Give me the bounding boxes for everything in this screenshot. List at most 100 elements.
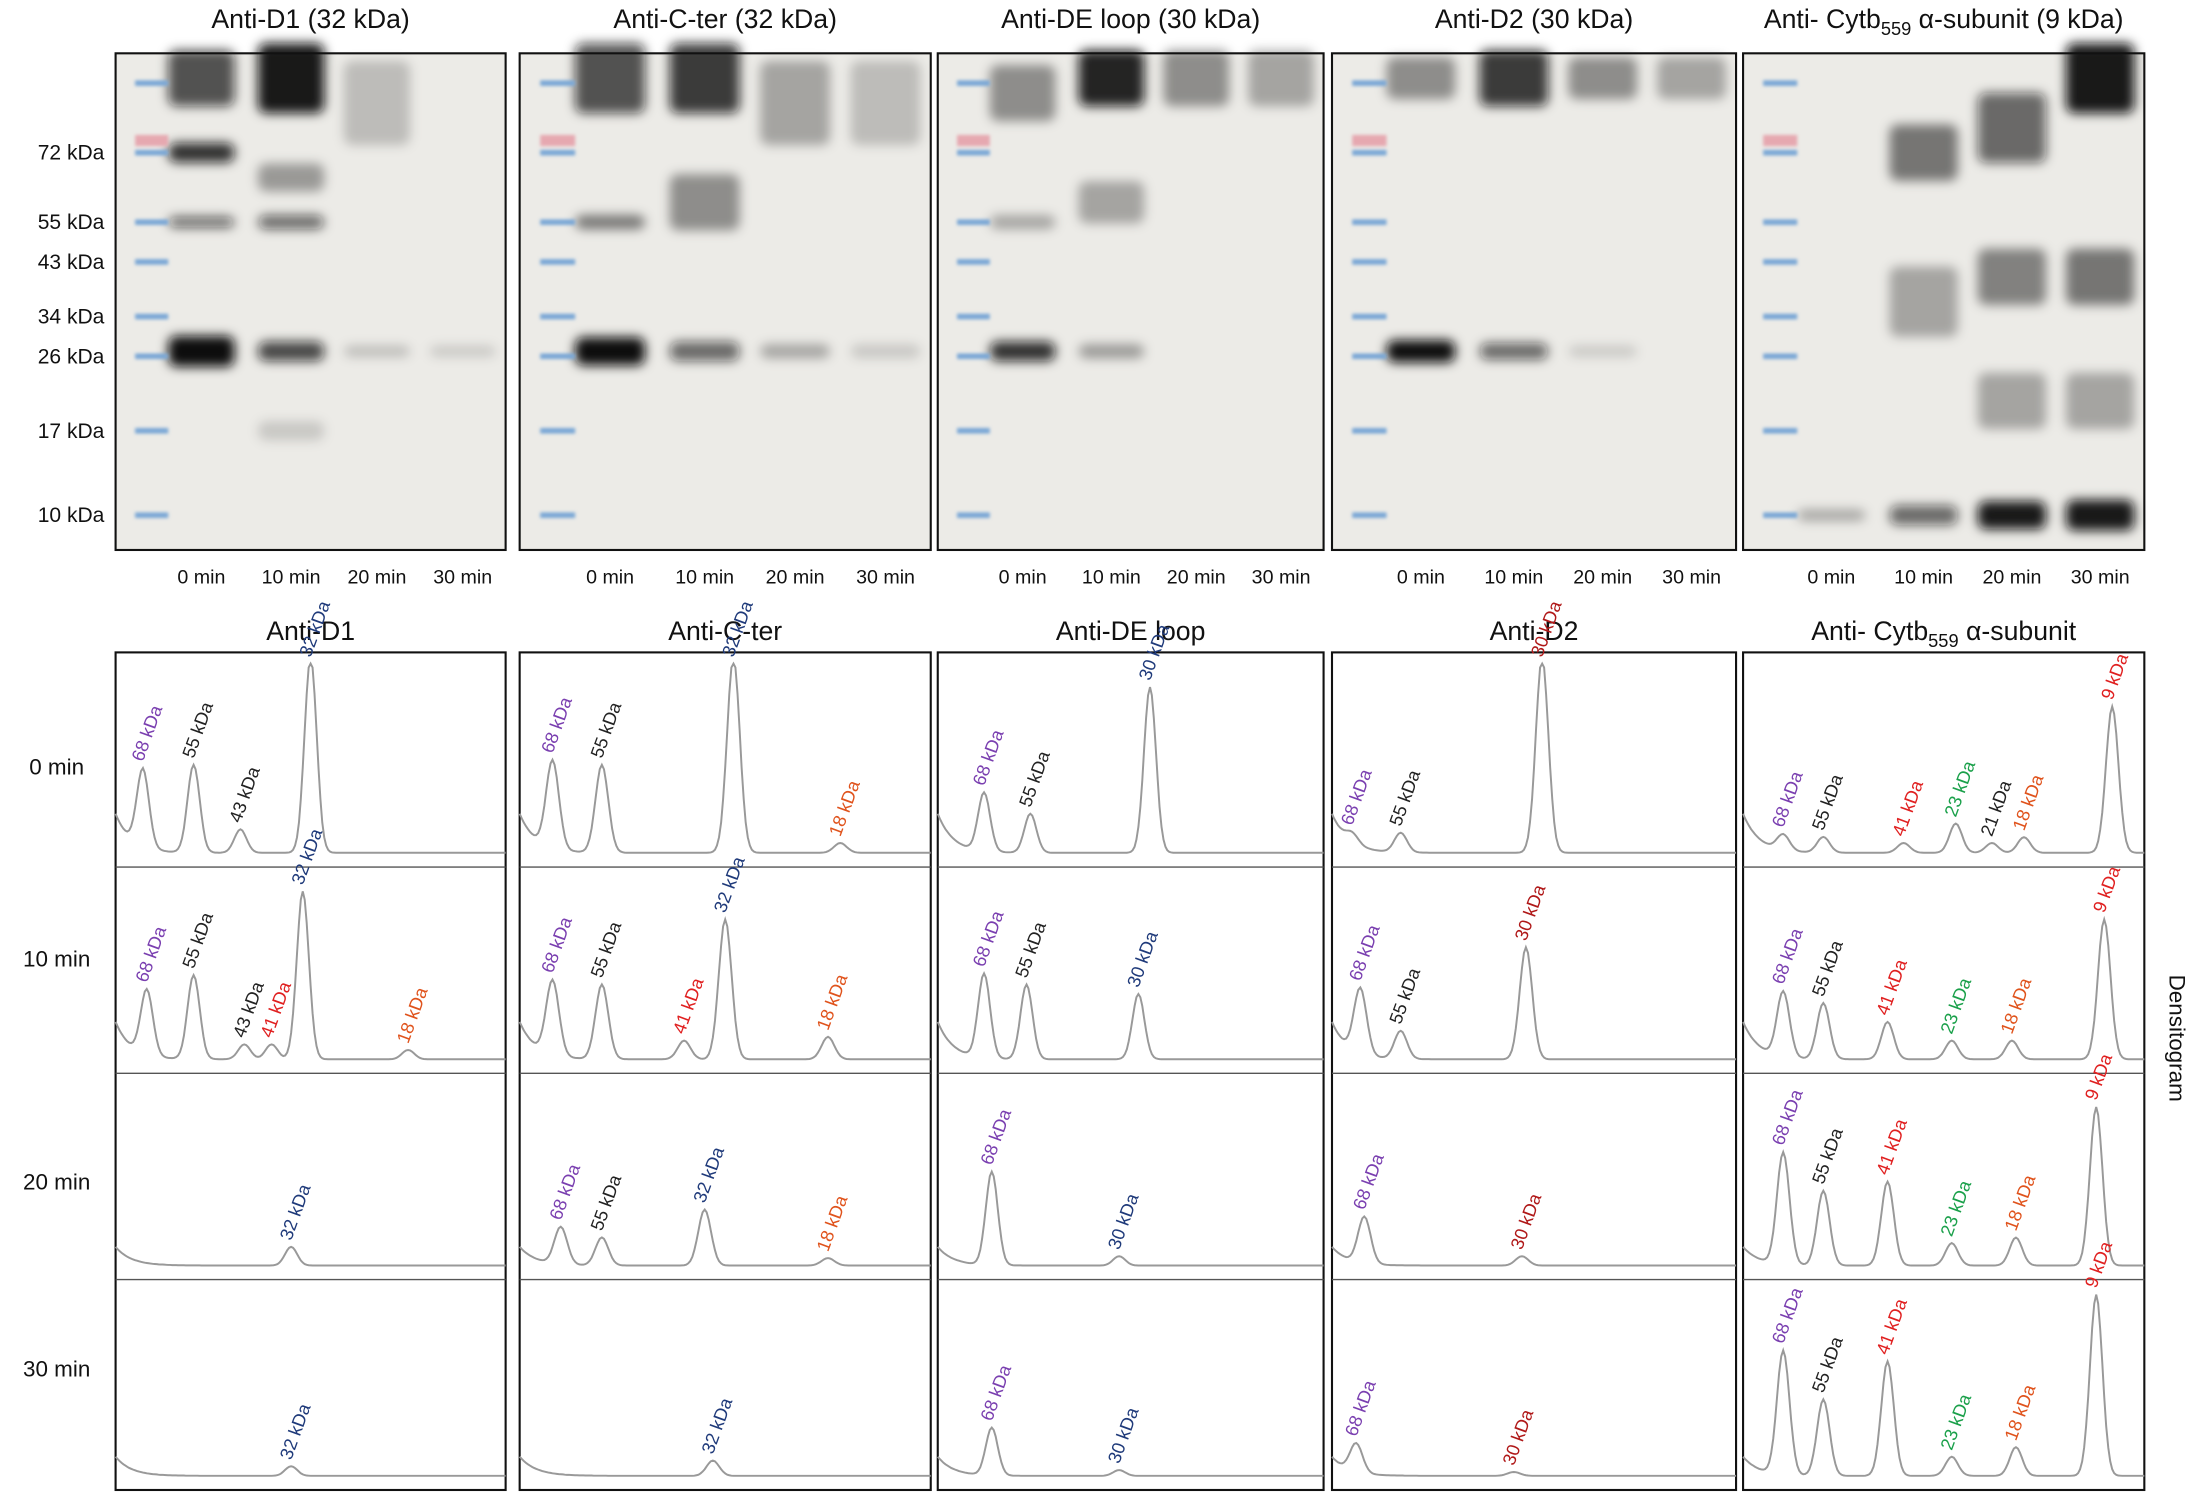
blot-frame xyxy=(1742,52,2146,552)
ladder-band xyxy=(540,313,576,320)
ladder-band xyxy=(1763,353,1798,360)
blot-band xyxy=(575,337,646,366)
marker-label: 34 kDa xyxy=(38,306,105,329)
blot-band xyxy=(343,60,411,146)
blot-band xyxy=(989,341,1056,362)
ladder xyxy=(1763,80,1798,519)
title-part: Anti- Cytb xyxy=(1811,616,1928,646)
blot-band xyxy=(1479,342,1549,360)
row-label: 20 min xyxy=(23,1170,90,1195)
ladder-band xyxy=(1763,134,1798,147)
ladder-band xyxy=(540,80,576,86)
densitogram-trace xyxy=(937,1425,1324,1477)
ladder-band xyxy=(135,353,169,360)
densitogram-trace xyxy=(1742,1106,2145,1267)
blot-band xyxy=(850,60,921,146)
ladder-band xyxy=(135,313,169,320)
ladder-band xyxy=(540,219,576,225)
blot-band xyxy=(1078,50,1145,107)
marker-label: 43 kDa xyxy=(38,251,105,274)
lane-label: 30 min xyxy=(856,567,915,589)
blot-background xyxy=(1331,53,1737,550)
blot-band xyxy=(257,43,325,114)
lane-label: 0 min xyxy=(177,567,225,589)
ladder xyxy=(540,80,576,519)
ladder-band xyxy=(135,219,169,225)
lane-label: 30 min xyxy=(1252,567,1311,589)
densitogram-trace xyxy=(114,661,506,854)
title-subscript: 559 xyxy=(1928,630,1958,651)
blot-band xyxy=(168,335,235,367)
lane-label: 30 min xyxy=(433,567,492,589)
lane-label: 10 min xyxy=(1082,567,1141,589)
blot-bands xyxy=(1386,50,1726,363)
blot-band xyxy=(1078,181,1145,224)
densitogram-trace xyxy=(114,1456,506,1477)
lane-label: 30 min xyxy=(1662,567,1721,589)
panel-title: Anti-DE loop (30 kDa) xyxy=(1001,4,1260,34)
blot-band xyxy=(257,215,325,230)
panel-title: Anti-DE loop xyxy=(1056,616,1206,646)
densitogram-trace xyxy=(1742,1294,2145,1477)
blot-band xyxy=(1386,340,1456,363)
blot-band xyxy=(257,163,325,192)
ladder-band xyxy=(1352,80,1387,86)
ladder-band xyxy=(540,512,576,519)
panel-title: Anti-C-ter (32 kDa) xyxy=(613,4,837,34)
ladder-band xyxy=(1352,219,1387,225)
blot-band xyxy=(168,142,235,163)
blot-bands xyxy=(1797,43,2135,531)
ladder-band xyxy=(957,512,990,519)
blot-frame xyxy=(518,52,932,552)
blot-background xyxy=(115,53,506,550)
blot-band xyxy=(429,345,496,357)
blot-band xyxy=(1568,345,1638,357)
blot-bands xyxy=(168,43,496,441)
ladder-band xyxy=(540,427,576,434)
ladder-band xyxy=(1352,149,1387,156)
densitogram-trace xyxy=(518,1207,931,1267)
panel-title: Anti- Cytb559 α-subunit (9 kDa) xyxy=(1764,4,2124,39)
ladder-band xyxy=(540,149,576,156)
blot-band xyxy=(669,43,740,114)
title-part: Anti- Cytb xyxy=(1764,4,1881,34)
blot-band xyxy=(850,344,921,359)
blot-bands xyxy=(989,50,1314,362)
ladder xyxy=(957,80,990,519)
blot-band xyxy=(669,341,740,362)
lane-label: 20 min xyxy=(1573,567,1632,589)
ladder-band xyxy=(135,149,169,156)
ladder-band xyxy=(957,219,990,225)
title-part: α-subunit (9 kDa) xyxy=(1911,4,2123,34)
ladder-band xyxy=(957,313,990,320)
panel-title: Anti-D1 (32 kDa) xyxy=(211,4,409,34)
blot-band xyxy=(1977,92,2047,163)
ladder-band xyxy=(1763,149,1798,156)
blot-band xyxy=(1977,372,2047,430)
blot-band xyxy=(989,215,1056,230)
ladder-band xyxy=(1763,427,1798,434)
marker-label: 26 kDa xyxy=(38,345,105,368)
ladder-band xyxy=(957,427,990,434)
row-label: 30 min xyxy=(23,1356,90,1381)
densitogram-trace xyxy=(936,971,1324,1061)
densitogram-frame xyxy=(1330,651,1738,1492)
title-subscript: 559 xyxy=(1881,18,1911,39)
lane-label: 20 min xyxy=(1167,567,1226,589)
densitogram-trace xyxy=(1742,915,2145,1061)
blot-band xyxy=(2066,248,2135,305)
densitogram-trace xyxy=(518,1456,931,1477)
marker-label: 55 kDa xyxy=(38,211,105,234)
blot-band xyxy=(1797,509,1866,521)
densitogram-trace xyxy=(936,686,1324,854)
blot-band xyxy=(1163,50,1230,107)
ladder-band xyxy=(1763,80,1798,86)
lane-label: 20 min xyxy=(1982,567,2041,589)
blot-frame xyxy=(936,52,1325,552)
lane-label: 30 min xyxy=(2071,567,2130,589)
side-label: Densitogram xyxy=(2165,975,2190,1102)
blot-band xyxy=(343,345,411,357)
densitogram-trace xyxy=(1331,661,1737,854)
lane-label: 0 min xyxy=(586,567,634,589)
